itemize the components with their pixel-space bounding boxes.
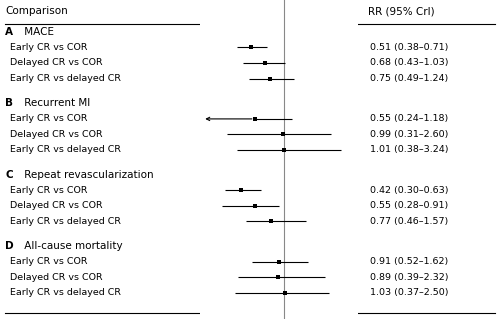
Text: Delayed CR vs COR: Delayed CR vs COR — [10, 130, 102, 139]
Text: Early CR vs delayed CR: Early CR vs delayed CR — [10, 74, 121, 83]
Text: Repeat revascularization: Repeat revascularization — [21, 170, 154, 180]
Text: Comparison: Comparison — [5, 6, 68, 16]
Text: D: D — [5, 241, 14, 251]
Text: Early CR vs COR: Early CR vs COR — [10, 115, 88, 123]
Text: Early CR vs delayed CR: Early CR vs delayed CR — [10, 288, 121, 297]
Text: Recurrent MI: Recurrent MI — [21, 98, 90, 108]
Text: Early CR vs COR: Early CR vs COR — [10, 43, 88, 52]
Text: 0.55 (0.28–0.91): 0.55 (0.28–0.91) — [370, 201, 448, 211]
Text: 0.77 (0.46–1.57): 0.77 (0.46–1.57) — [370, 217, 448, 226]
Text: 0.68 (0.43–1.03): 0.68 (0.43–1.03) — [370, 58, 448, 68]
Text: Early CR vs delayed CR: Early CR vs delayed CR — [10, 145, 121, 154]
Text: Delayed CR vs COR: Delayed CR vs COR — [10, 58, 102, 68]
Text: 0.42 (0.30–0.63): 0.42 (0.30–0.63) — [370, 186, 448, 195]
Text: 1.01 (0.38–3.24): 1.01 (0.38–3.24) — [370, 145, 448, 154]
Text: B: B — [5, 98, 13, 108]
Text: 0.91 (0.52–1.62): 0.91 (0.52–1.62) — [370, 257, 448, 266]
Text: 0.55 (0.24–1.18): 0.55 (0.24–1.18) — [370, 115, 448, 123]
Text: 0.75 (0.49–1.24): 0.75 (0.49–1.24) — [370, 74, 448, 83]
Text: C: C — [5, 170, 12, 180]
Text: 0.51 (0.38–0.71): 0.51 (0.38–0.71) — [370, 43, 448, 52]
Text: Early CR vs COR: Early CR vs COR — [10, 186, 88, 195]
Text: 1.03 (0.37–2.50): 1.03 (0.37–2.50) — [370, 288, 448, 297]
Text: RR (95% CrI): RR (95% CrI) — [368, 6, 434, 16]
Text: Early CR vs COR: Early CR vs COR — [10, 257, 88, 266]
Text: Delayed CR vs COR: Delayed CR vs COR — [10, 201, 102, 211]
Text: 0.89 (0.39–2.32): 0.89 (0.39–2.32) — [370, 273, 448, 282]
Text: Delayed CR vs COR: Delayed CR vs COR — [10, 273, 102, 282]
Text: A: A — [5, 27, 13, 37]
Text: Early CR vs delayed CR: Early CR vs delayed CR — [10, 217, 121, 226]
Text: All-cause mortality: All-cause mortality — [21, 241, 122, 251]
Text: 0.99 (0.31–2.60): 0.99 (0.31–2.60) — [370, 130, 448, 139]
Text: MACE: MACE — [21, 27, 54, 37]
